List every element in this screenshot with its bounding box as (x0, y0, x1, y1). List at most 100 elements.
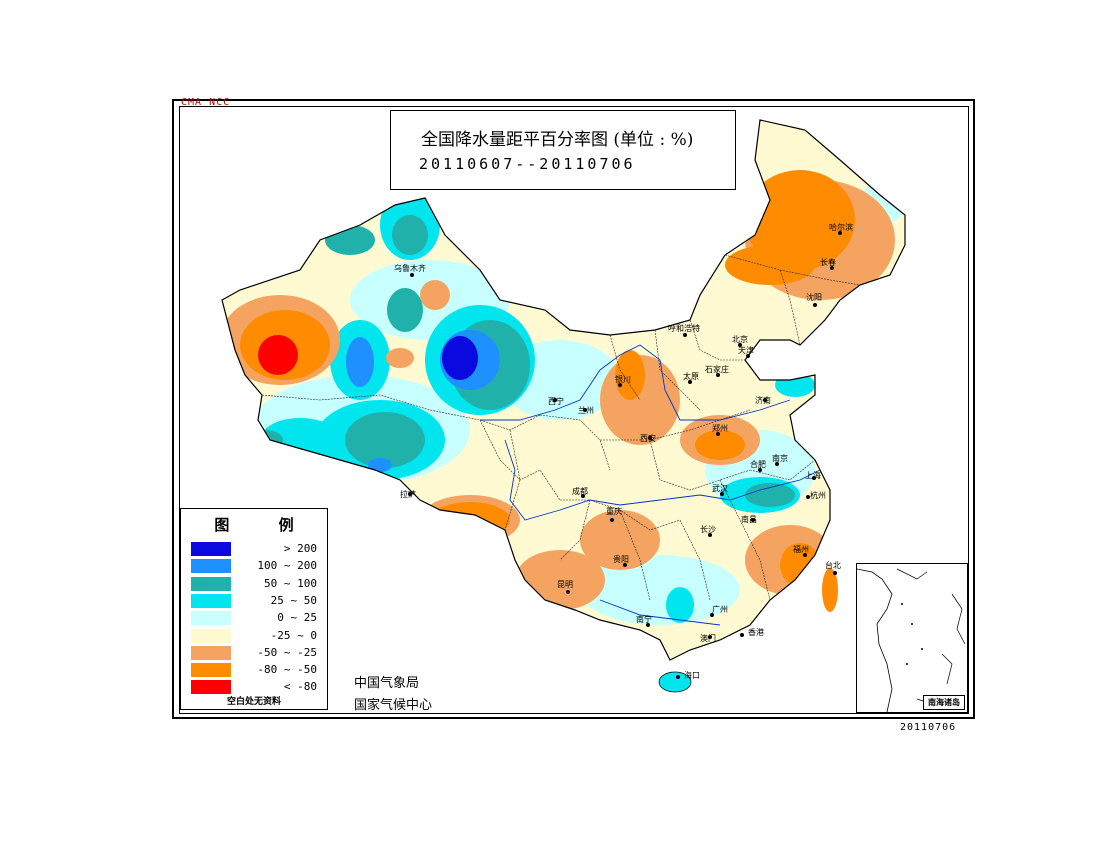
city-dot (738, 343, 742, 347)
city-label: 武汉 (712, 483, 728, 493)
city-dot (812, 476, 816, 480)
city-dot (751, 518, 755, 522)
credit-top: CMA NCC (181, 97, 231, 108)
city-dot (610, 518, 614, 522)
city-label: 兰州 (578, 405, 594, 415)
city-label: 杭州 (810, 490, 826, 500)
city-label: 南宁 (636, 614, 652, 624)
legend-swatch (191, 680, 231, 695)
map-inner-frame (179, 106, 969, 714)
city-label: 成都 (572, 486, 588, 496)
city-label: 北京 (732, 334, 748, 344)
city-dot (708, 533, 712, 537)
legend-swatch (191, 542, 231, 556)
legend-label: -25 ~ 0 (270, 628, 317, 642)
city-dot (830, 266, 834, 270)
city-label: 太原 (683, 371, 699, 381)
city-label: 合肥 (750, 459, 766, 469)
city-dot (803, 553, 807, 557)
inset-map (856, 568, 966, 713)
city-markers: 乌鲁木齐 哈尔滨 长春 沈阳 呼和浩特 北京 天津 银川 太原 石家庄 济南 西… (394, 222, 853, 680)
map-color-fill (222, 120, 905, 693)
city-label: 沈阳 (806, 292, 822, 302)
city-label: 西宁 (548, 396, 564, 406)
legend-row: 25 ~ 50 (191, 593, 325, 610)
city-label: 乌鲁木齐 (394, 263, 426, 273)
legend-swatch (191, 663, 231, 678)
city-label: 南京 (772, 453, 788, 463)
city-label: 上海 (805, 470, 821, 480)
inset-label: 南海诸岛 (923, 695, 965, 710)
city-dot (720, 492, 724, 496)
city-dot (740, 633, 744, 637)
legend-label: 50 ~ 100 (264, 576, 317, 590)
city-dot (833, 571, 837, 575)
legend: 图 例 > 200 100 ~ 200 50 ~ 100 25 ~ 50 0 ~ 25 -… (180, 508, 328, 710)
city-label: 天津 (738, 345, 754, 355)
city-dot (813, 303, 817, 307)
legend-label: > 200 (283, 542, 317, 555)
city-dot (618, 383, 622, 387)
city-label: 香港 (748, 627, 764, 637)
city-label: 福州 (793, 545, 809, 554)
city-label: 拉萨 (400, 489, 416, 499)
taiwan-island (822, 568, 838, 612)
rivers (480, 344, 821, 626)
city-label: 济南 (755, 395, 771, 405)
city-dot (566, 590, 570, 594)
city-dot (746, 354, 750, 358)
city-label: 广州 (712, 604, 728, 614)
city-dot (408, 492, 412, 496)
city-label: 海口 (684, 670, 700, 680)
legend-swatch (191, 559, 231, 574)
city-dot (688, 380, 692, 384)
agency-center: 国家气候中心 (354, 698, 433, 713)
map-title: 全国降水量距平百分率图 (单位 : %) (421, 130, 694, 150)
city-label: 长沙 (700, 524, 716, 534)
city-label: 银川 (615, 374, 631, 384)
city-dot (646, 623, 650, 627)
city-label: 石家庄 (705, 364, 729, 374)
city-dot (583, 408, 587, 412)
legend-row: 50 ~ 100 (191, 576, 325, 593)
legend-row: 0 ~ 25 (191, 611, 325, 627)
legend-label: < -80 (283, 680, 317, 694)
legend-label: 25 ~ 50 (270, 593, 317, 607)
city-label: 哈尔滨 (829, 222, 853, 232)
province-borders (261, 254, 861, 601)
legend-row: -25 ~ 0 (191, 628, 325, 645)
legend-note: 空白处无资料 (226, 697, 281, 707)
city-label: 郑州 (712, 423, 728, 433)
city-dot (838, 231, 842, 235)
map-date-range: 20110607--20110706 (419, 155, 636, 173)
city-dot (716, 432, 720, 436)
city-dot (410, 273, 414, 277)
city-label: 重庆 (606, 506, 622, 516)
city-label: 南昌 (741, 514, 757, 524)
city-dot (775, 462, 779, 466)
legend-swatch (191, 645, 231, 660)
legend-label: -80 ~ -50 (257, 663, 317, 677)
legend-row: 100 ~ 200 (191, 559, 325, 575)
legend-label: 100 ~ 200 (257, 559, 317, 573)
city-dot (708, 635, 712, 639)
city-dot (683, 333, 687, 337)
city-dot (758, 468, 762, 472)
legend-row: > 200 (191, 542, 325, 558)
hainan-island (658, 671, 692, 693)
legend-row: -80 ~ -50 (191, 663, 325, 679)
city-dot (648, 436, 652, 440)
legend-swatch (191, 628, 231, 643)
legend-swatch (191, 593, 231, 608)
city-dot (763, 398, 767, 402)
city-label: 昆明 (557, 580, 573, 589)
south-china-sea-inset: 南海诸岛 (856, 563, 968, 713)
city-dot (676, 675, 680, 679)
credit-bottom: 20110706 (900, 722, 957, 733)
city-label: 呼和浩特 (668, 323, 700, 333)
city-dot (710, 613, 714, 617)
legend-swatch (191, 576, 231, 591)
city-label: 澳门 (700, 633, 716, 643)
map-outer-frame (172, 99, 975, 719)
